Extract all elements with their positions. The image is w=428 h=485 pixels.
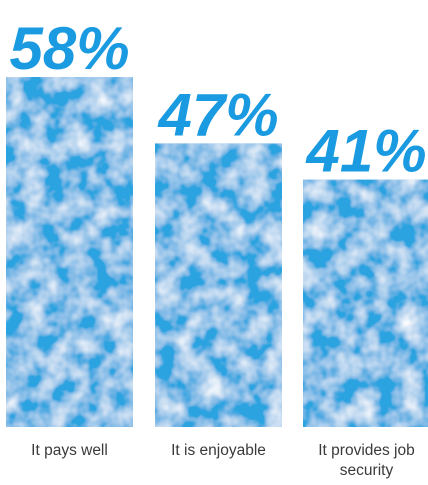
category-label-1: It pays well	[31, 442, 108, 459]
category-label-line: security	[340, 462, 394, 479]
bars-layer	[6, 77, 428, 427]
category-label-line: It pays well	[31, 442, 108, 459]
value-label-1: 58%	[9, 15, 129, 82]
value-label-3: 41%	[305, 118, 426, 185]
category-label-2: It is enjoyable	[171, 442, 266, 459]
category-label-3: It provides job security	[318, 442, 415, 479]
category-labels-layer: It pays well It is enjoyable It provides j…	[31, 442, 415, 479]
bar-1	[6, 77, 133, 427]
category-label-line: It is enjoyable	[171, 442, 266, 459]
bar-2	[155, 143, 282, 427]
value-label-2: 47%	[157, 81, 278, 148]
bar-3	[303, 179, 428, 427]
category-label-line: It provides job	[318, 442, 415, 459]
value-labels-layer: 58% 47% 41%	[9, 15, 426, 185]
